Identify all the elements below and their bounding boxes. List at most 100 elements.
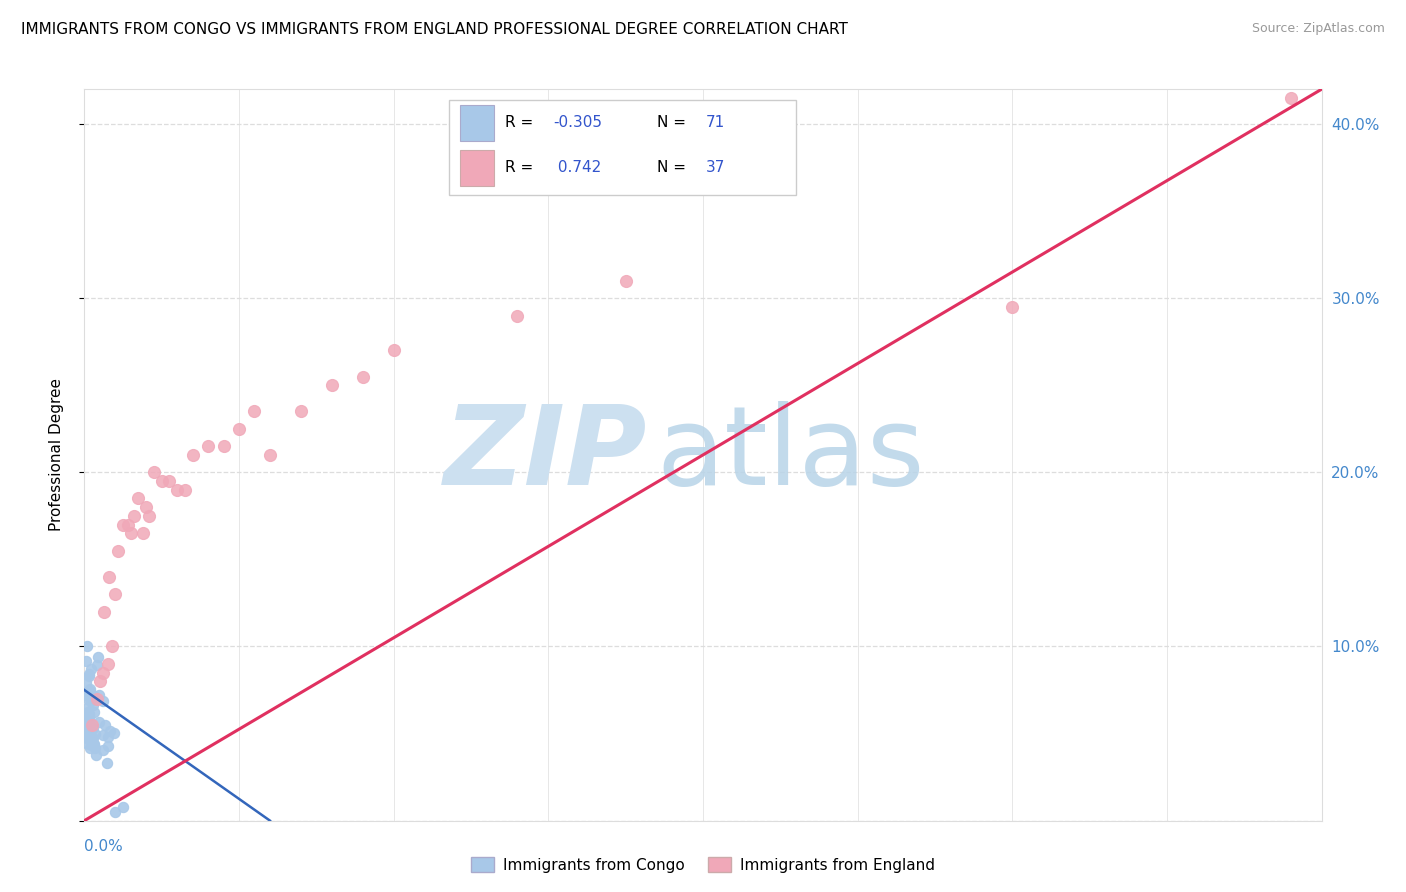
Point: [77, 718, 100, 732]
Point: [79, 739, 101, 753]
Text: ZIP: ZIP: [444, 401, 647, 508]
Point: [73, 714, 96, 729]
Point: [84, 741, 107, 756]
Point: [228, 422, 250, 436]
Point: [82, 690, 104, 704]
Point: [97, 730, 120, 744]
Point: [83, 727, 105, 741]
Point: [77, 711, 100, 725]
Point: [86, 691, 108, 706]
Point: [80, 662, 103, 676]
Point: [120, 526, 142, 541]
Point: [77, 720, 100, 734]
Point: [82, 721, 104, 735]
Point: [128, 491, 150, 506]
Point: [79, 733, 101, 747]
Point: [89, 674, 111, 689]
Point: [87, 714, 110, 729]
Point: [73, 709, 96, 723]
Point: [79, 686, 101, 700]
Point: [83, 706, 105, 720]
Point: [259, 448, 281, 462]
Point: [75, 723, 97, 737]
Text: 0.0%: 0.0%: [84, 838, 124, 854]
Point: [112, 517, 135, 532]
Point: [75, 728, 97, 742]
Point: [77, 707, 100, 722]
Point: [77, 731, 100, 745]
Point: [76, 701, 98, 715]
Point: [86, 657, 108, 672]
Point: [77, 689, 100, 703]
Point: [73, 686, 96, 700]
Point: [77, 720, 100, 734]
Legend: Immigrants from Congo, Immigrants from England: Immigrants from Congo, Immigrants from E…: [465, 851, 941, 879]
Point: [79, 741, 101, 756]
Point: [117, 517, 139, 532]
Point: [197, 439, 219, 453]
Point: [79, 719, 101, 733]
Point: [79, 717, 101, 731]
Point: [84, 747, 107, 762]
Point: [87, 650, 110, 665]
Point: [91, 728, 114, 742]
Point: [96, 739, 118, 754]
Point: [75, 714, 97, 729]
Point: [87, 688, 110, 702]
Point: [91, 743, 114, 757]
Point: [174, 483, 197, 497]
Point: [103, 726, 125, 740]
Point: [83, 737, 105, 751]
Point: [352, 369, 374, 384]
Point: [382, 343, 405, 358]
Point: [73, 711, 96, 725]
Point: [506, 309, 529, 323]
Point: [1279, 91, 1302, 105]
Point: [82, 718, 104, 732]
Point: [82, 734, 104, 748]
Point: [83, 689, 105, 703]
Point: [98, 570, 121, 584]
Point: [75, 654, 97, 668]
Point: [150, 474, 173, 488]
Point: [76, 722, 98, 736]
Point: [143, 466, 166, 480]
Point: [82, 698, 104, 713]
Point: [614, 274, 637, 288]
Text: Source: ZipAtlas.com: Source: ZipAtlas.com: [1251, 22, 1385, 36]
Point: [77, 691, 100, 706]
Point: [91, 694, 114, 708]
Point: [80, 694, 103, 708]
Point: [93, 605, 115, 619]
Point: [290, 404, 312, 418]
Point: [76, 710, 98, 724]
Point: [75, 675, 97, 690]
Point: [96, 756, 118, 771]
Point: [83, 738, 105, 752]
Point: [98, 723, 121, 738]
Point: [135, 500, 157, 515]
Point: [132, 526, 155, 541]
Point: [94, 718, 117, 732]
Point: [1001, 300, 1024, 314]
Point: [104, 805, 127, 819]
Point: [101, 640, 124, 654]
Point: [77, 706, 100, 720]
Point: [79, 666, 101, 681]
Point: [107, 543, 129, 558]
Point: [76, 731, 98, 746]
Point: [75, 736, 97, 750]
Point: [91, 665, 114, 680]
Point: [181, 448, 204, 462]
Point: [79, 720, 101, 734]
Point: [243, 404, 266, 418]
Point: [104, 587, 127, 601]
Point: [76, 689, 98, 703]
Point: [77, 711, 100, 725]
Point: [212, 439, 235, 453]
Point: [97, 657, 120, 671]
Text: atlas: atlas: [657, 401, 925, 508]
Point: [79, 681, 101, 696]
Point: [166, 483, 188, 497]
Point: [75, 717, 97, 731]
